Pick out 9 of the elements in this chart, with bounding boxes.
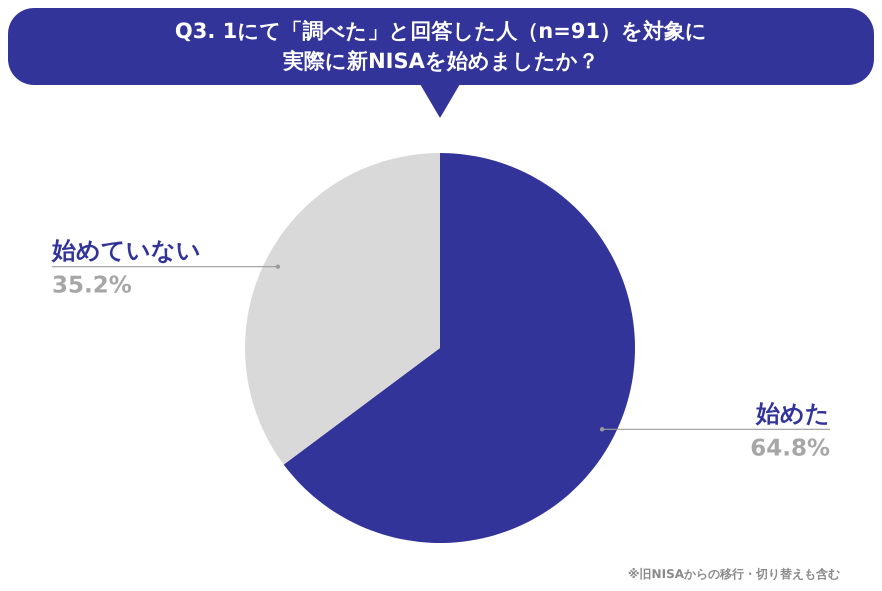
- chart-title: Q3. 1にて「調べた」と回答した人（n=91）を対象に: [174, 19, 708, 43]
- slice-label: 始めていない: [51, 236, 201, 265]
- text: ※旧NISAからの移行・切り替えも含む: [628, 567, 840, 581]
- data-label: 64.8%: [750, 435, 830, 462]
- data-label: 35.2%: [52, 272, 132, 299]
- slice-label: 始めた: [755, 399, 830, 428]
- pie-slice: [245, 153, 440, 465]
- chart-subtitle: 実際に新NISAを始めましたか？: [282, 49, 599, 73]
- pie-slice: [284, 153, 635, 543]
